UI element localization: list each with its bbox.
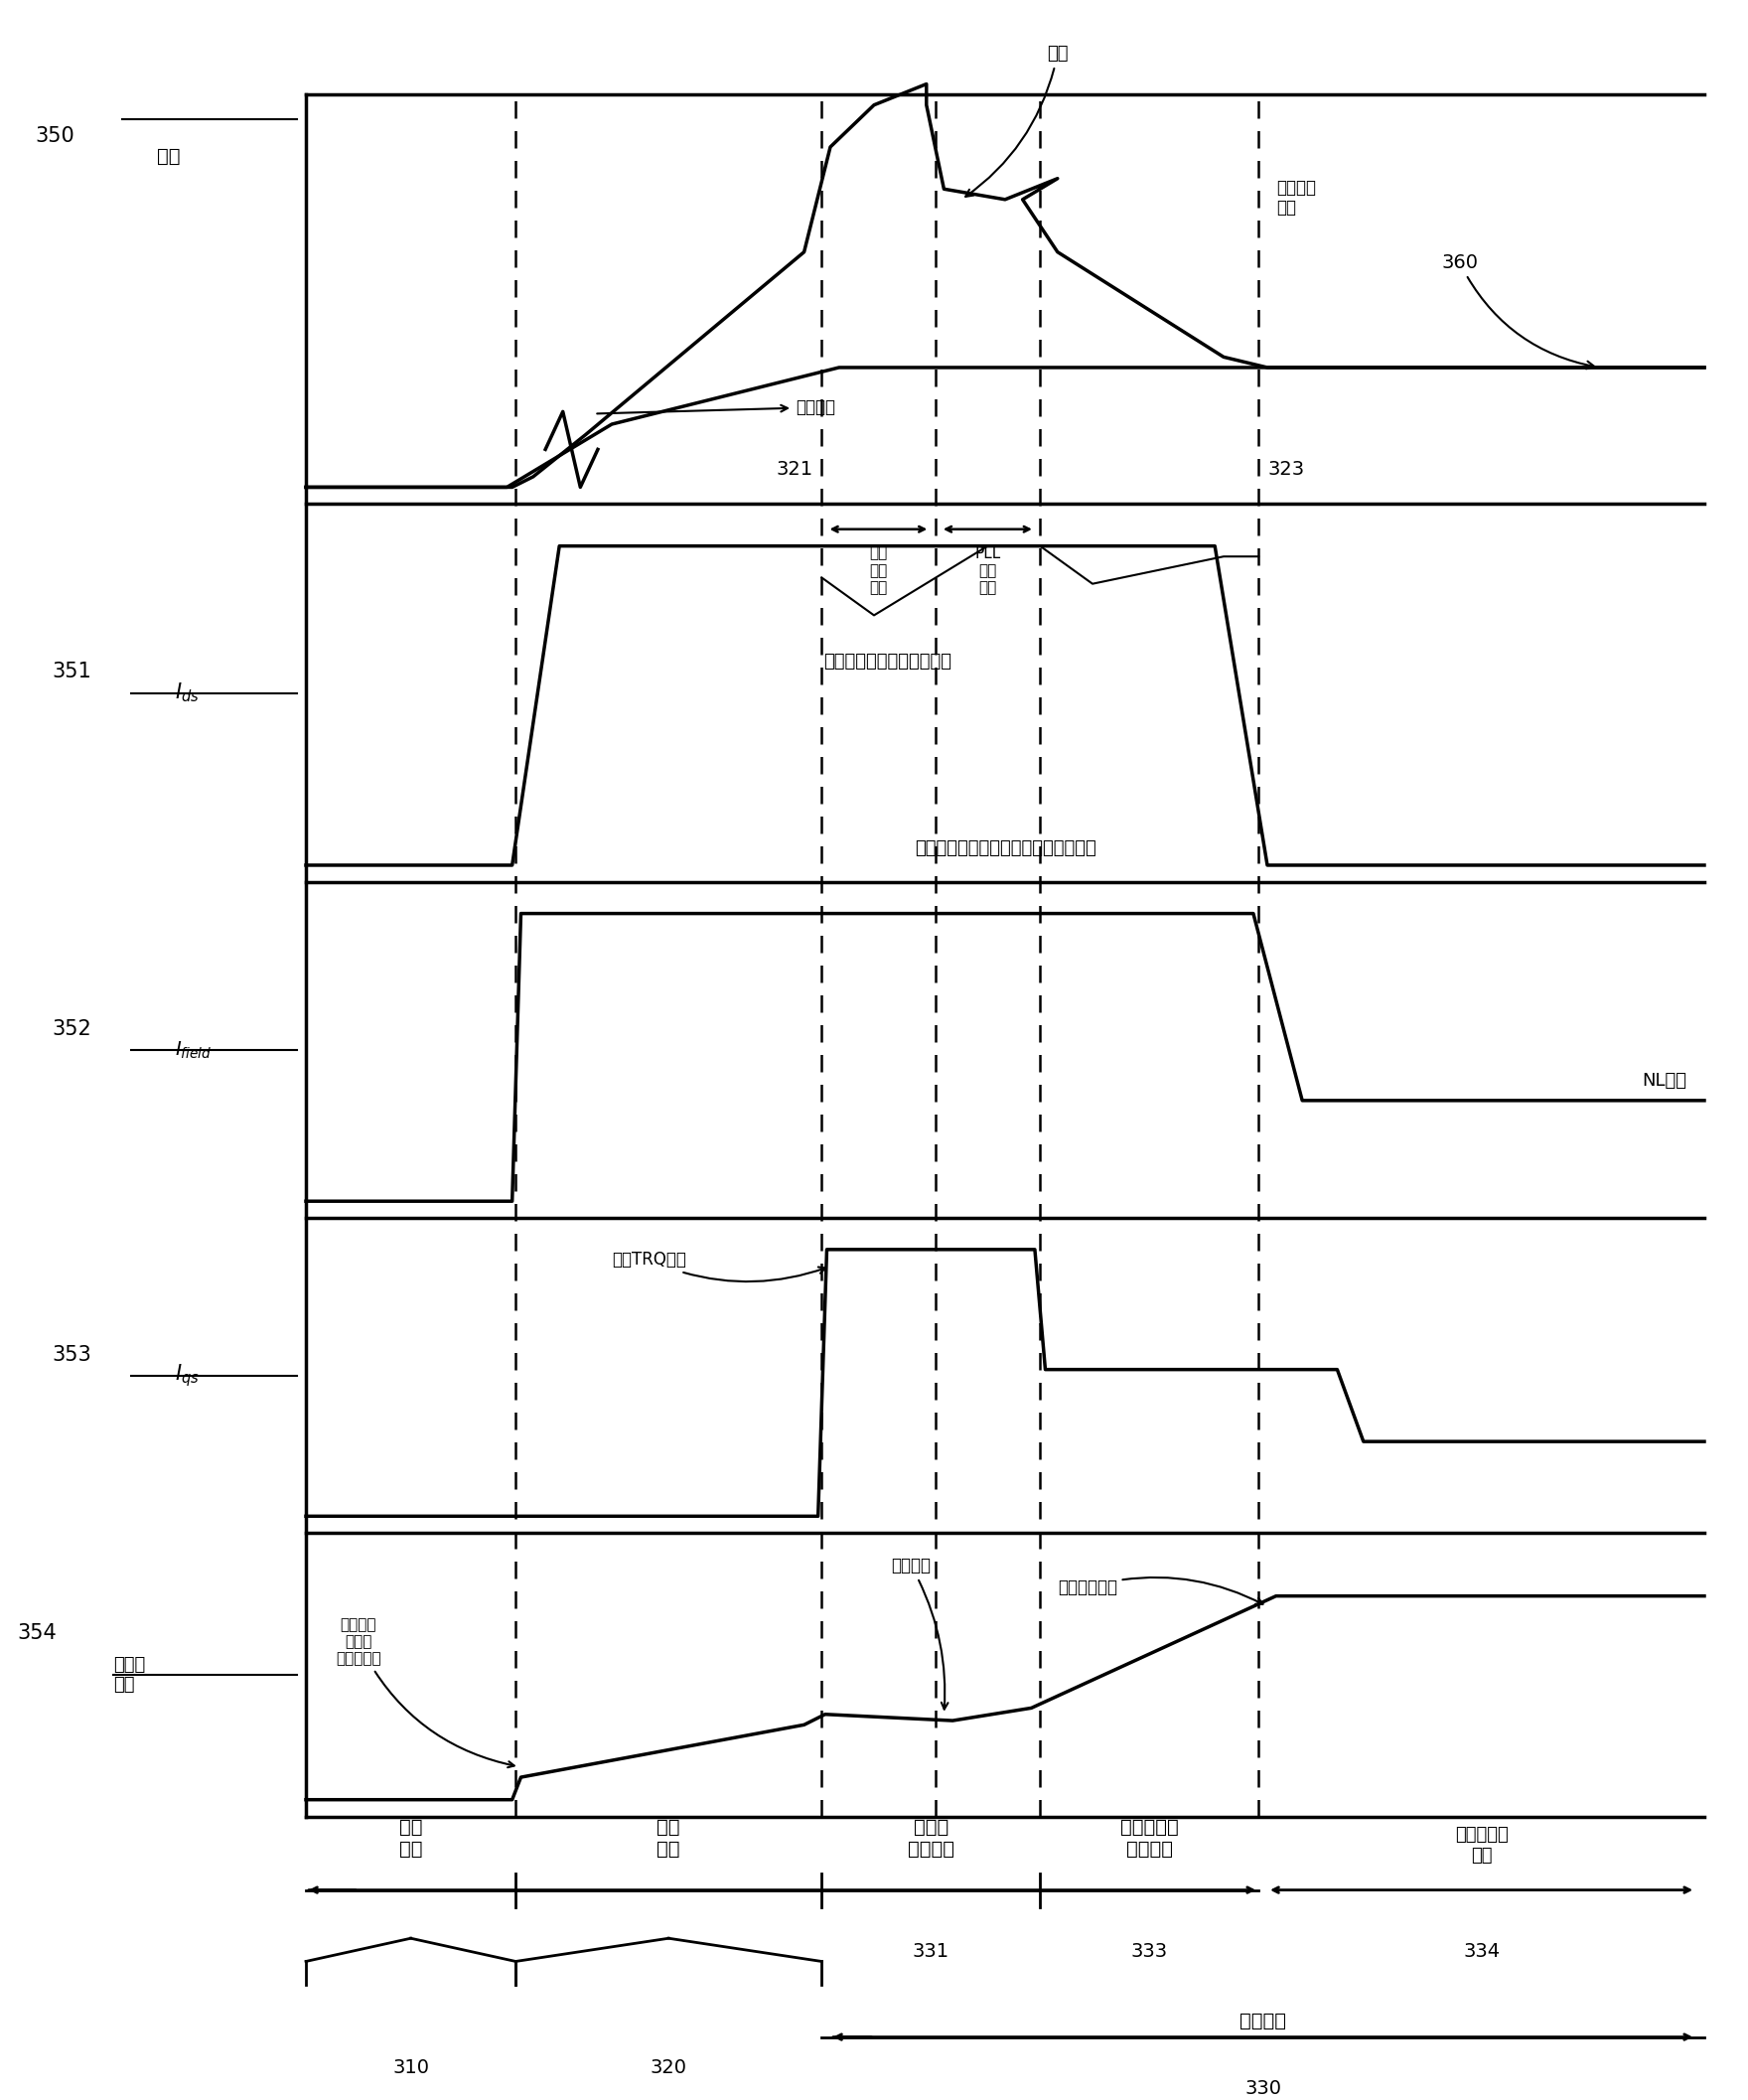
Text: 354: 354	[17, 1623, 58, 1642]
Text: 310: 310	[392, 2058, 430, 2077]
Text: 磁通: 磁通	[157, 147, 180, 166]
Text: PLL
获取
时间: PLL 获取 时间	[975, 546, 1000, 596]
Text: 最大允许励磁机定子电流（新的参数）: 最大允许励磁机定子电流（新的参数）	[914, 838, 1096, 857]
Text: 350: 350	[35, 126, 75, 145]
Text: 351: 351	[52, 662, 93, 682]
Text: 353: 353	[52, 1344, 93, 1365]
Text: 速度环路闭合: 速度环路闭合	[1058, 1577, 1262, 1604]
Text: 最大TRQ电流: 最大TRQ电流	[612, 1252, 825, 1281]
Text: 电动机
速度: 电动机 速度	[114, 1655, 145, 1695]
Text: 331: 331	[912, 1942, 949, 1961]
Text: 360: 360	[1440, 254, 1594, 370]
Text: 状态改变用
过渡时间: 状态改变用 过渡时间	[1120, 1819, 1178, 1858]
Text: 额定滑差
速度（
新的参数）: 额定滑差 速度（ 新的参数）	[336, 1617, 514, 1768]
Text: 磁化
状态: 磁化 状态	[657, 1819, 680, 1858]
Text: 磁通: 磁通	[965, 44, 1068, 197]
Text: 323: 323	[1267, 460, 1304, 479]
Text: I$_{ds}$: I$_{ds}$	[175, 680, 199, 706]
Text: 空转
状态: 空转 状态	[399, 1819, 423, 1858]
Text: 330: 330	[1245, 2079, 1281, 2098]
Text: NL电流: NL电流	[1641, 1073, 1687, 1090]
Text: 运行状态: 运行状态	[1239, 2012, 1287, 2031]
Text: 334: 334	[1463, 1942, 1500, 1961]
Text: 初始磁化电流（新的参数）: 初始磁化电流（新的参数）	[823, 653, 951, 670]
Text: 磁通
倾斜
时间: 磁通 倾斜 时间	[869, 546, 888, 596]
Text: 333: 333	[1131, 1942, 1168, 1961]
Text: 磁通参考: 磁通参考	[598, 399, 836, 416]
Text: 高起动
转矩状态: 高起动 转矩状态	[907, 1819, 954, 1858]
Text: 321: 321	[776, 460, 813, 479]
Text: I$_{field}$: I$_{field}$	[175, 1040, 212, 1061]
Text: 352: 352	[52, 1018, 93, 1040]
Text: 最小速度: 最小速度	[891, 1556, 947, 1709]
Text: 磁通环路
闭合: 磁通环路 闭合	[1276, 179, 1316, 216]
Text: 320: 320	[650, 2058, 687, 2077]
Text: I$_{qs}$: I$_{qs}$	[175, 1363, 199, 1388]
Text: 同步电动机
控制: 同步电动机 控制	[1454, 1827, 1509, 1865]
